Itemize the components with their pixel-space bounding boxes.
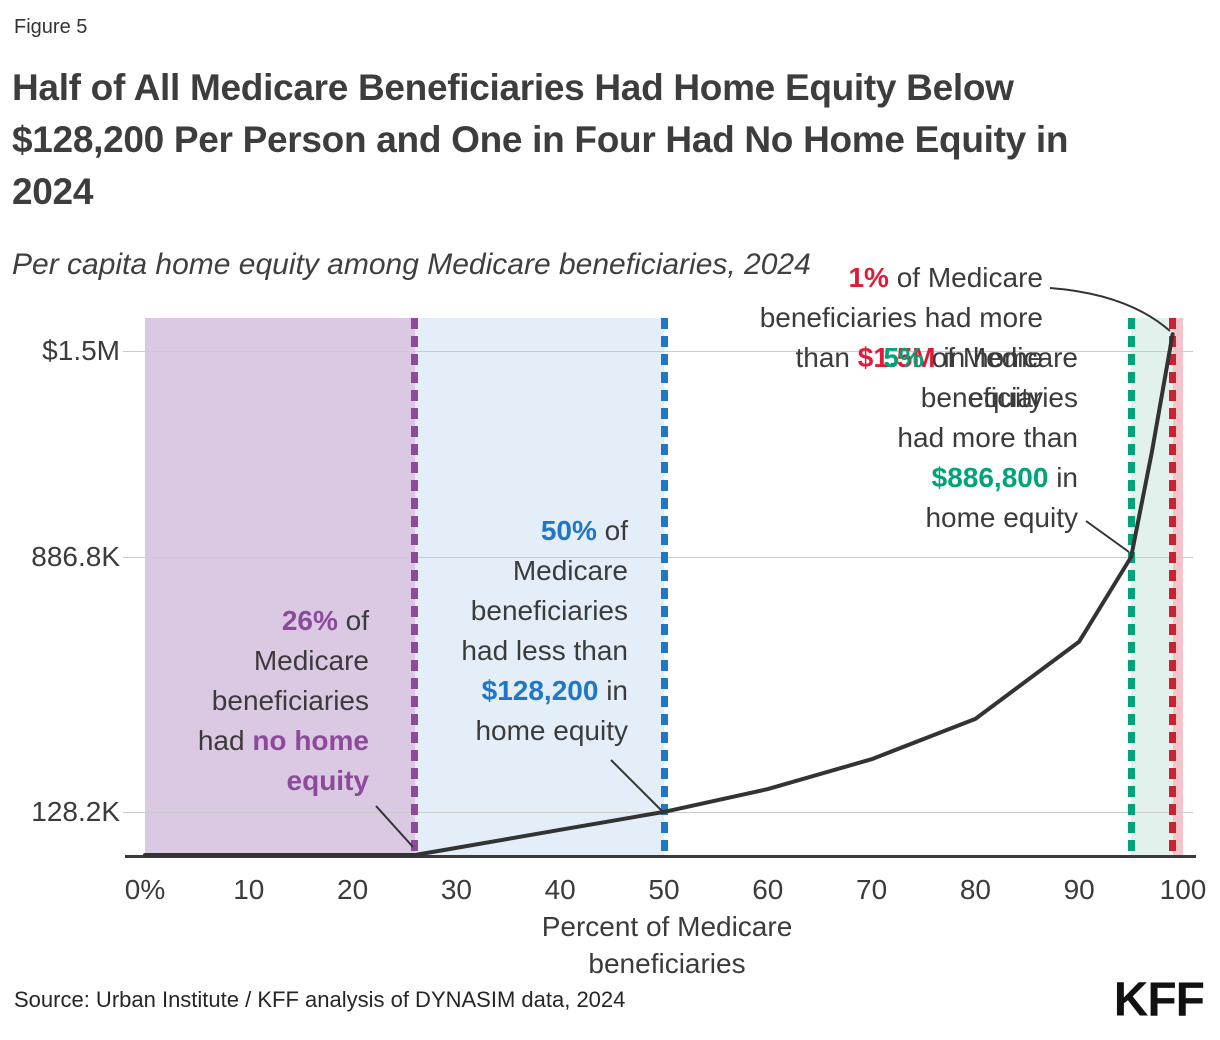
annotation-5pct-top: 5% of Medicare beneficiaries had more th… bbox=[883, 342, 1078, 533]
page-title: Half of All Medicare Beneficiaries Had H… bbox=[12, 62, 1207, 218]
dashed-line-50th-percentile bbox=[660, 318, 668, 856]
x-tick-30: 30 bbox=[440, 874, 472, 905]
dashed-line-95th-percentile bbox=[1127, 318, 1135, 856]
y-axis-label-128-2k: 128.2K bbox=[31, 795, 120, 827]
x-axis-title: Percent of Medicare beneficiaries bbox=[541, 911, 793, 979]
dashed-line-99th-percentile bbox=[1169, 318, 1177, 856]
source-note: Source: Urban Institute / KFF analysis o… bbox=[14, 987, 626, 1012]
x-tick-100: 100 bbox=[1159, 874, 1207, 905]
x-tick-40: 40 bbox=[544, 874, 576, 905]
chart-subtitle: Per capita home equity among Medicare be… bbox=[12, 248, 811, 281]
x-tick-10: 10 bbox=[233, 874, 265, 905]
annotation-1pct-top: 1% of Medicare beneficiaries had more th… bbox=[759, 262, 1043, 413]
x-tick-60: 60 bbox=[752, 874, 784, 905]
annotation-50pct-below-median: 50% of Medicare beneficiaries had less t… bbox=[461, 515, 628, 746]
x-axis-line bbox=[125, 855, 1196, 858]
annotation-26pct-no-home-equity: 26% of Medicare beneficiaries had no hom… bbox=[197, 605, 369, 796]
title-line-2: $128,200 Per Person and One in Four Had … bbox=[12, 119, 1069, 160]
dashed-line-26th-percentile bbox=[411, 318, 419, 856]
x-tick-70: 70 bbox=[856, 874, 888, 905]
leader-line-95pct bbox=[1085, 520, 1130, 553]
y-axis-label-1-5m: $1.5M bbox=[42, 335, 120, 366]
kff-logo: KFF bbox=[1113, 973, 1205, 1027]
title-line-3: 2024 bbox=[12, 171, 94, 212]
band-top-5-percent bbox=[1131, 318, 1173, 856]
x-tick-0: 0% bbox=[124, 874, 166, 905]
y-axis-label-886-8k: 886.8K bbox=[31, 541, 120, 573]
x-tick-80: 80 bbox=[959, 874, 991, 905]
gridline-128-2k bbox=[123, 811, 1193, 813]
band-top-1-percent bbox=[1172, 318, 1183, 856]
x-tick-20: 20 bbox=[337, 874, 369, 905]
x-tick-90: 90 bbox=[1063, 874, 1095, 905]
gridline-886-8k bbox=[123, 557, 1193, 559]
title-line-1: Half of All Medicare Beneficiaries Had H… bbox=[12, 67, 1014, 108]
x-tick-50: 50 bbox=[648, 874, 680, 905]
figure-label: Figure 5 bbox=[14, 16, 88, 38]
footer: Source: Urban Institute / KFF analysis o… bbox=[0, 970, 1220, 1030]
